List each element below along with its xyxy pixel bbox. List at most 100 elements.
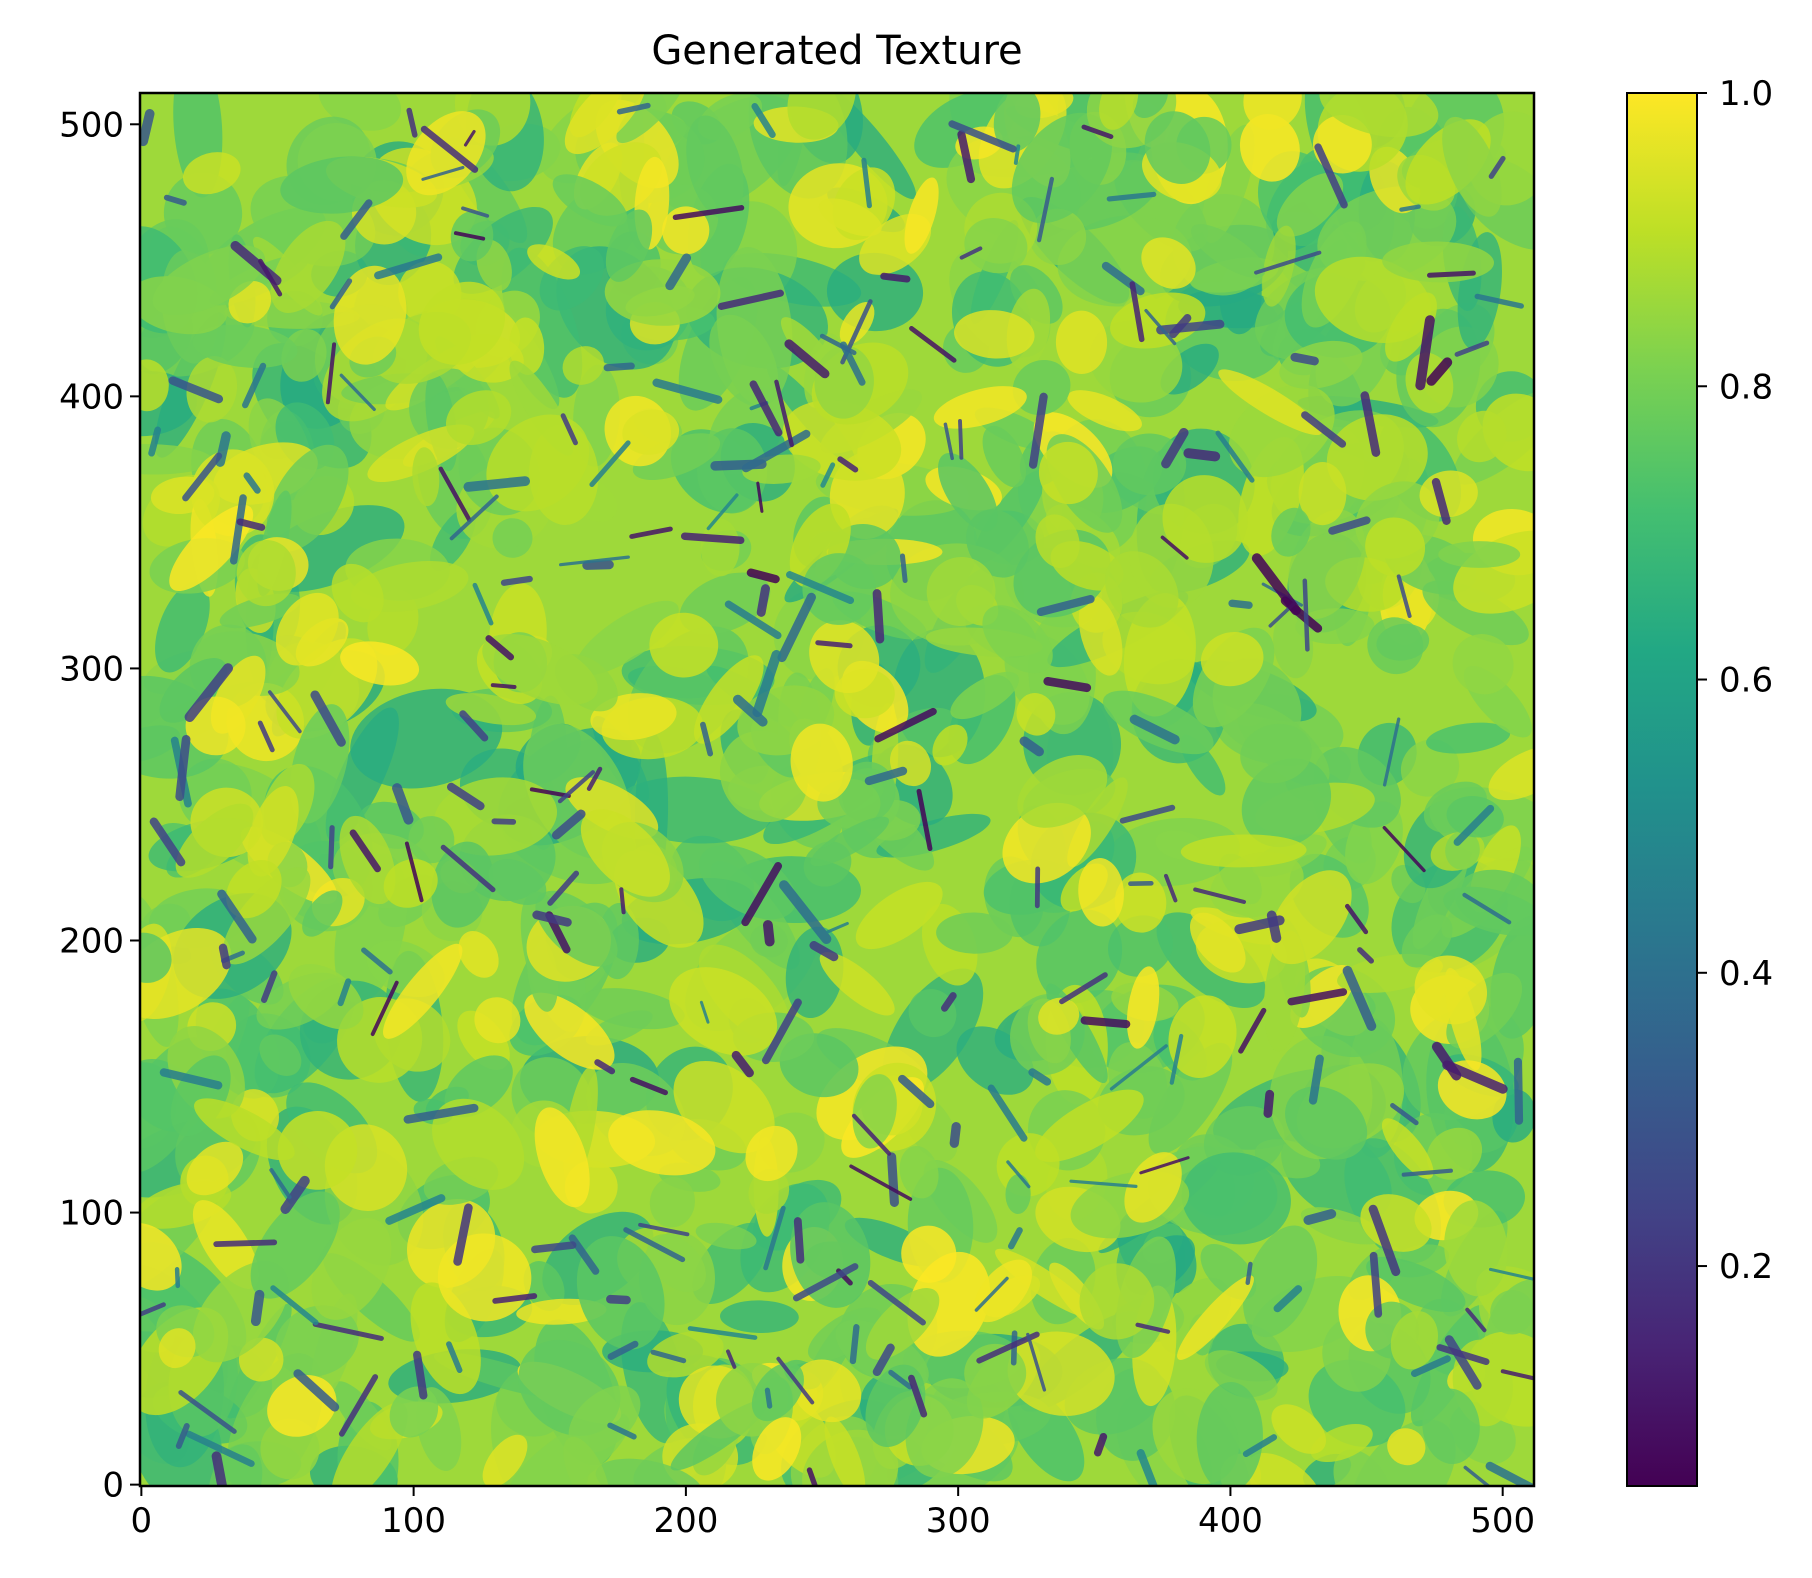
texture-pebble <box>219 593 301 629</box>
texture-crack <box>752 650 782 718</box>
y-tick-label: 100 <box>59 1194 124 1234</box>
texture-crack <box>1488 1267 1534 1281</box>
texture-pebble <box>632 433 721 480</box>
texture-crack <box>1081 124 1114 140</box>
texture-pebble <box>236 540 296 607</box>
texture-crack <box>312 1321 384 1341</box>
colorbar-tick-label: 0.6 <box>1719 661 1773 701</box>
texture-pebble <box>814 345 874 419</box>
texture-crack <box>1036 594 1095 617</box>
texture-pebble <box>488 859 547 906</box>
texture-crack <box>731 1050 754 1078</box>
texture-crack <box>149 817 186 867</box>
texture-crack <box>1360 391 1381 457</box>
texture-crack <box>293 1369 340 1412</box>
texture-pebble <box>389 1386 439 1438</box>
texture-crack <box>806 1467 819 1486</box>
texture-crack <box>1303 1209 1337 1225</box>
texture-pebble <box>954 310 1035 359</box>
texture-pebble <box>1190 224 1266 278</box>
texture-crack <box>819 333 857 356</box>
texture-crack <box>551 809 586 840</box>
texture-pebble <box>819 952 895 1016</box>
x-tick-label: 100 <box>381 1501 446 1541</box>
texture-pebble <box>568 1385 641 1454</box>
texture-crack <box>370 980 399 1037</box>
texture-crack <box>403 1103 479 1124</box>
texture-pebble <box>190 449 275 537</box>
texture-crack <box>751 103 776 138</box>
texture-crack <box>449 494 499 541</box>
texture-pebble <box>182 152 241 195</box>
texture-pebble <box>973 1259 1033 1323</box>
texture-pebble <box>1387 1428 1426 1466</box>
texture-pebble <box>175 803 254 878</box>
texture-crack <box>329 278 353 310</box>
texture-crack <box>826 921 849 934</box>
texture-crack <box>589 440 631 487</box>
texture-crack <box>849 1324 860 1365</box>
texture-crack <box>888 1369 913 1390</box>
texture-pebble <box>1271 507 1311 557</box>
texture-crack <box>1462 892 1512 925</box>
texture-crack <box>1028 392 1048 469</box>
texture-crack <box>269 1168 292 1200</box>
texture-crack <box>717 289 784 310</box>
texture-pebble <box>1017 755 1108 828</box>
texture-pebble <box>250 1191 340 1299</box>
texture-pebble <box>1240 723 1312 784</box>
texture-crack <box>1160 535 1189 560</box>
texture-patch <box>716 247 793 406</box>
texture-crack <box>1215 430 1255 483</box>
texture-crack <box>650 1349 687 1364</box>
texture-crack <box>1287 988 1348 1006</box>
texture-crack <box>440 844 496 893</box>
texture-pebble <box>563 1436 610 1486</box>
texture-pebble <box>1273 610 1314 679</box>
texture-pebble <box>340 641 420 686</box>
texture-patch <box>699 845 797 920</box>
texture-crack <box>531 1241 577 1254</box>
texture-pebble <box>576 1236 665 1350</box>
texture-crack <box>726 1349 737 1369</box>
texture-pebble <box>901 1225 957 1283</box>
texture-crack <box>257 720 275 753</box>
texture-crack <box>616 102 651 115</box>
texture-pebble <box>432 1098 525 1190</box>
texture-pebble <box>524 992 615 1070</box>
texture-crack <box>1368 1204 1401 1277</box>
texture-pebble <box>140 444 213 475</box>
texture-crack <box>337 978 352 1007</box>
texture-pebble <box>936 912 1013 954</box>
texture-pebble <box>1055 310 1108 374</box>
texture-pebble <box>1426 1127 1483 1180</box>
texture-crack <box>1290 352 1319 366</box>
texture-crack <box>940 992 957 1012</box>
texture-pebble <box>1243 1225 1318 1338</box>
texture-crack <box>182 452 223 502</box>
texture-pebble <box>1385 292 1437 362</box>
texture-pebble <box>1271 1404 1326 1454</box>
texture-crack <box>242 362 267 409</box>
texture-pebble <box>1105 551 1179 628</box>
texture-patch <box>1204 1350 1278 1401</box>
texture-crack <box>665 253 692 291</box>
texture-pebble <box>1016 693 1056 736</box>
texture-pebble <box>790 723 853 802</box>
x-tick-label: 0 <box>131 1501 153 1541</box>
texture-pebble <box>562 346 605 385</box>
texture-pebble <box>1243 93 1302 130</box>
texture-crack <box>706 493 739 531</box>
texture-crack <box>406 107 418 138</box>
y-tick-label: 500 <box>59 105 124 145</box>
texture-pebble <box>1482 393 1534 472</box>
texture-crack <box>880 272 911 283</box>
texture-crack <box>809 941 839 962</box>
texture-pebble <box>1365 517 1426 577</box>
texture-crack <box>1431 477 1451 525</box>
texture-pebble <box>1438 541 1521 568</box>
x-axis: 0 100 200 300 400 500 <box>131 1486 1535 1541</box>
texture-crack <box>1119 804 1176 824</box>
texture-crack <box>629 526 673 539</box>
texture-pebble <box>140 1223 182 1291</box>
